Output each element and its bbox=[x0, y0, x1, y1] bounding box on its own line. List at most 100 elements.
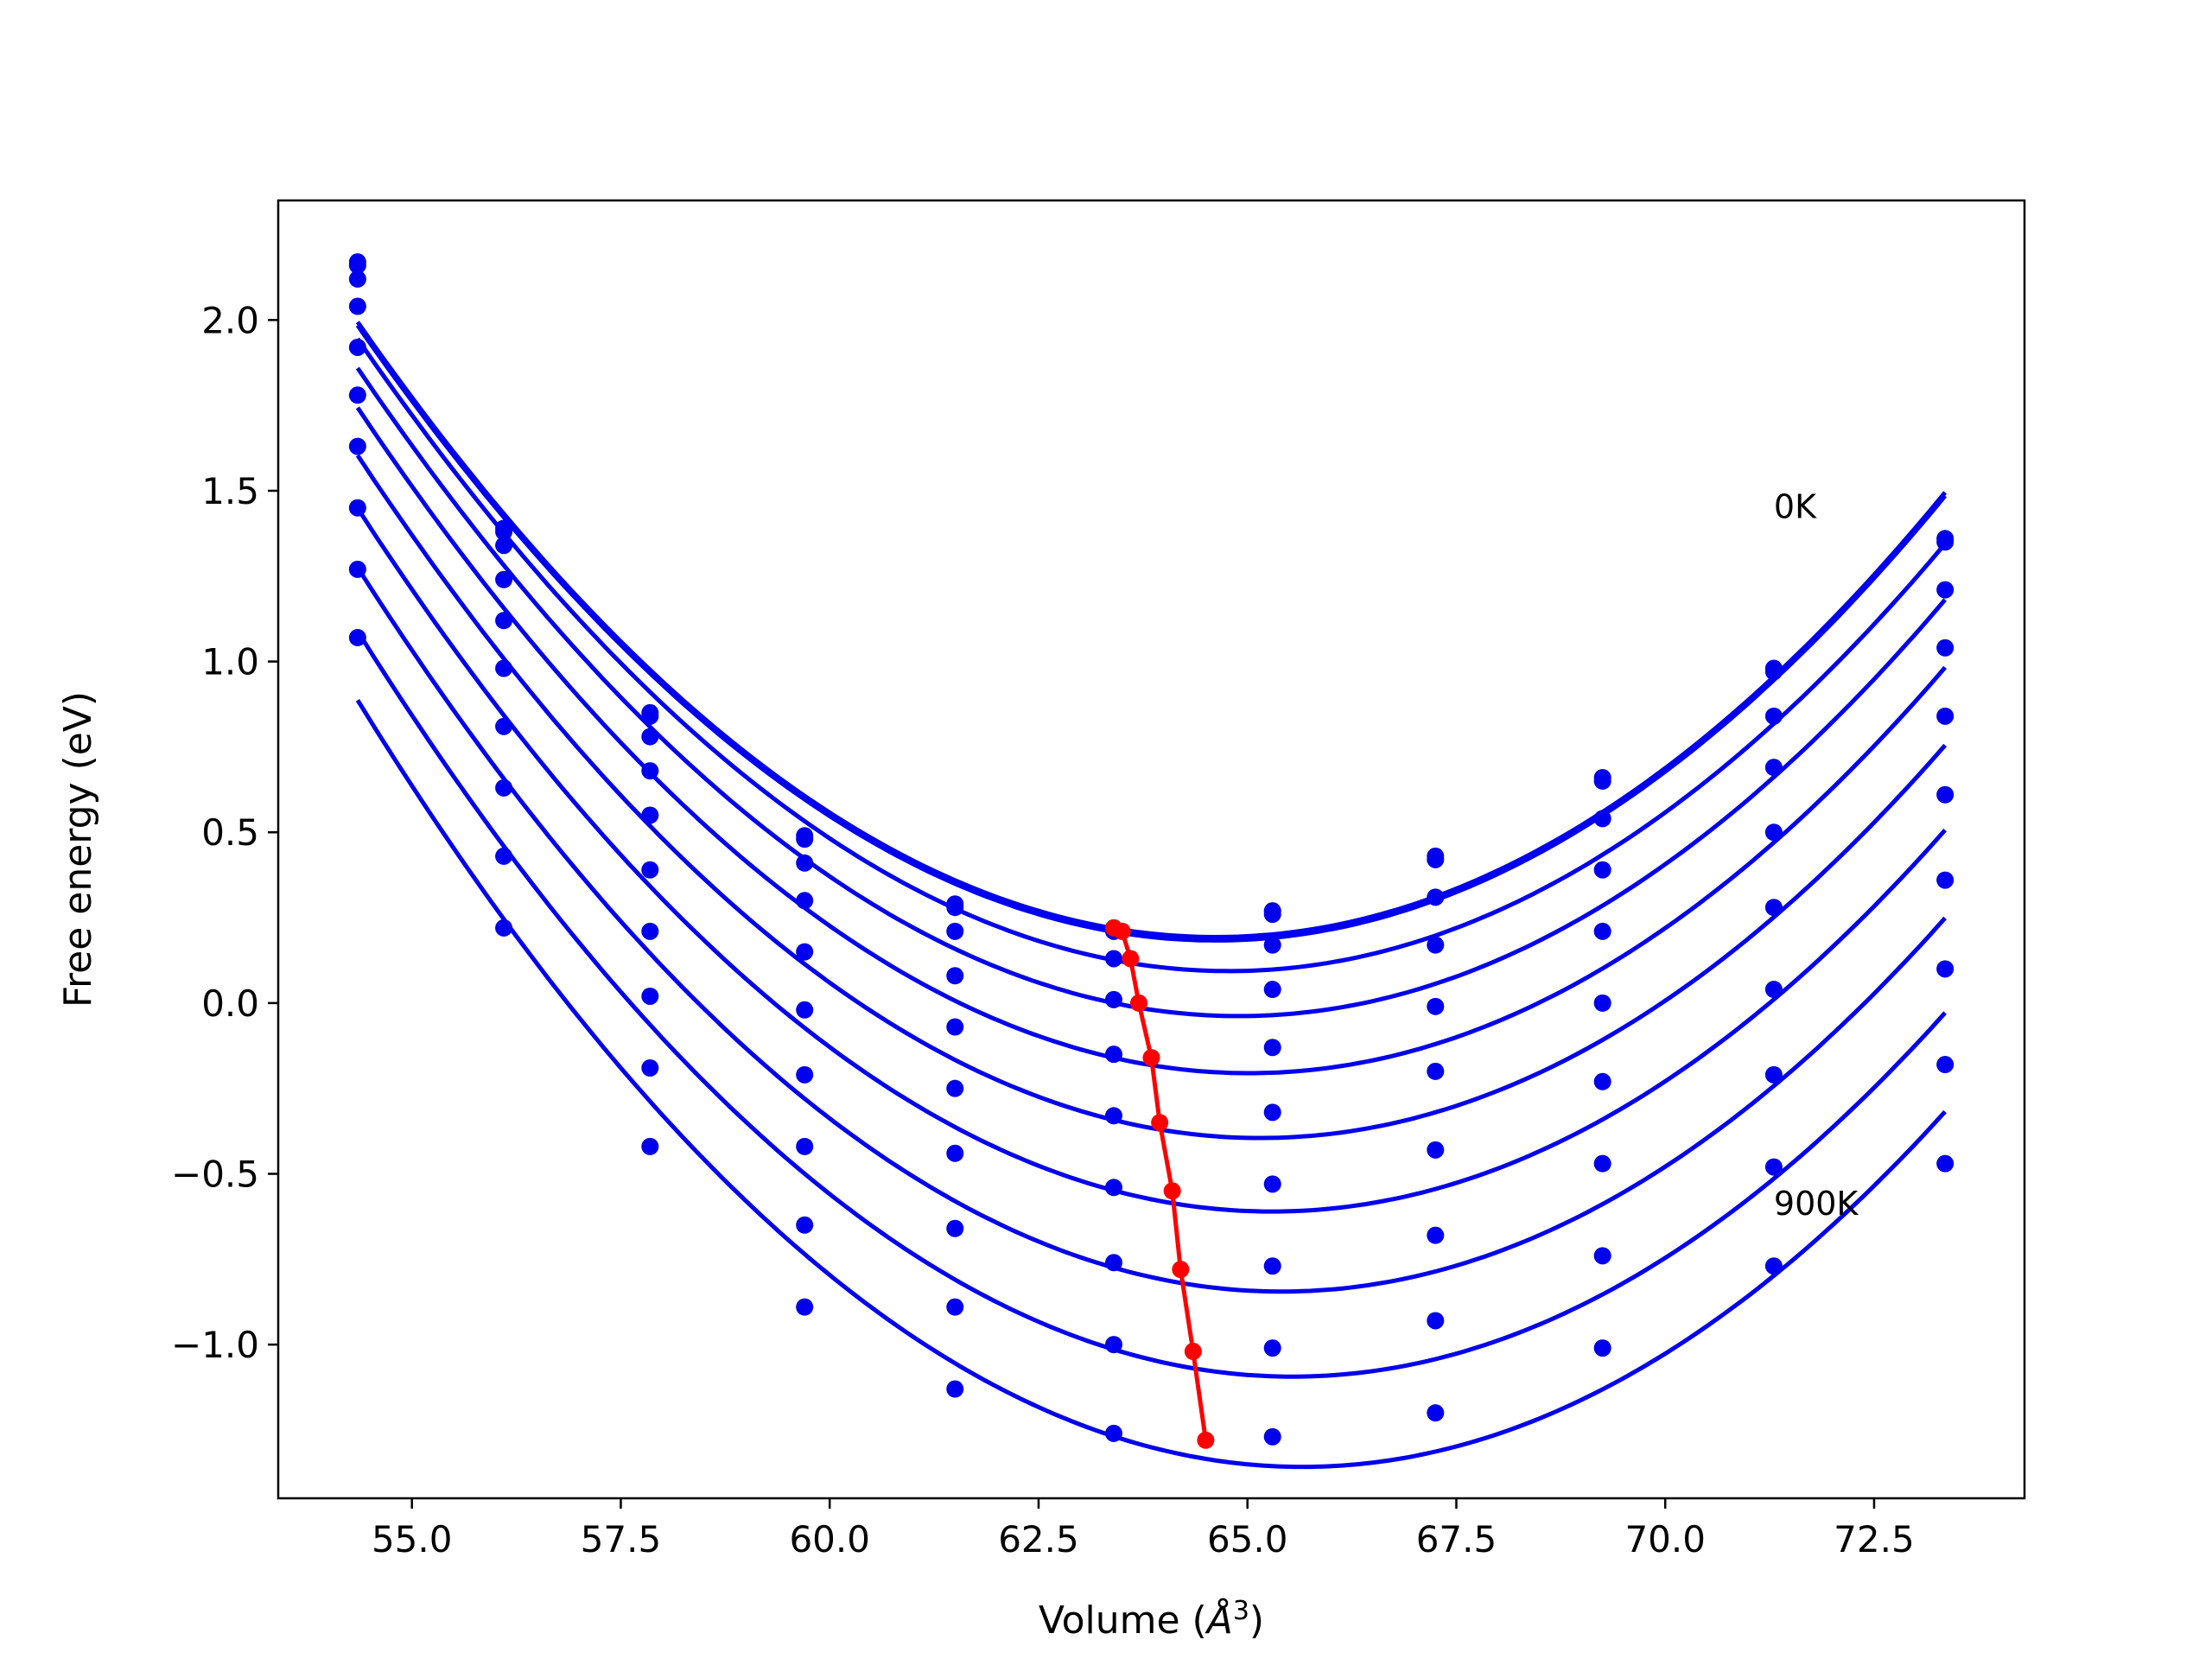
series-8-point bbox=[348, 560, 366, 578]
series-4-point bbox=[1593, 922, 1611, 940]
series-3-curve bbox=[355, 366, 1948, 1019]
annotation-label: 0K bbox=[1774, 488, 1817, 526]
series-4-point bbox=[796, 943, 814, 961]
minimum-line bbox=[1113, 925, 1208, 1441]
series-9-curve bbox=[355, 698, 1947, 1470]
series-2-point bbox=[1104, 950, 1122, 968]
y-axis-ticks: 2.0 1.5 1.0 0.5 0.0 −0.5 −1.0 bbox=[171, 299, 278, 1366]
series-2-point bbox=[946, 922, 964, 940]
series-6-point bbox=[1427, 1141, 1445, 1159]
series-4-point bbox=[1936, 707, 1955, 725]
series-3-point bbox=[946, 967, 964, 985]
x-tick-label: 65.0 bbox=[1207, 1518, 1288, 1560]
minimum-point bbox=[1142, 1049, 1160, 1067]
series-5-point bbox=[1936, 785, 1955, 804]
annotation-label: 900K bbox=[1774, 1185, 1859, 1223]
series-2-point bbox=[495, 537, 513, 555]
minimum-point bbox=[1197, 1431, 1215, 1449]
series-1-point bbox=[1427, 850, 1445, 868]
series-9-point bbox=[946, 1380, 964, 1398]
series-2-point bbox=[641, 728, 659, 746]
series-9-point bbox=[495, 918, 513, 937]
series-6-point bbox=[1936, 871, 1955, 889]
x-tick-label: 67.5 bbox=[1416, 1518, 1497, 1560]
points-layer bbox=[348, 253, 1955, 1446]
series-7-point bbox=[1764, 1065, 1783, 1084]
series-5-curve bbox=[355, 454, 1947, 1141]
minimum-point bbox=[1113, 922, 1131, 940]
series-9-point bbox=[1764, 1257, 1783, 1275]
series-5-point bbox=[946, 1079, 964, 1097]
series-3-point bbox=[1764, 759, 1783, 777]
series-3-point bbox=[796, 892, 814, 910]
series-6-curve bbox=[355, 506, 1947, 1214]
x-axis-label-close: ) bbox=[1249, 1599, 1264, 1643]
series-6-point bbox=[1263, 1175, 1281, 1193]
series-5-point bbox=[495, 659, 513, 677]
minimum-line-layer bbox=[1104, 918, 1215, 1449]
series-4-point bbox=[641, 806, 659, 824]
series-3-point bbox=[495, 570, 513, 588]
series-6-point bbox=[641, 922, 659, 940]
series-7-point bbox=[1263, 1257, 1281, 1275]
series-9-point bbox=[1263, 1427, 1281, 1446]
annotations-layer: 0K 900K bbox=[1774, 488, 1859, 1223]
series-4-point bbox=[1104, 1046, 1122, 1064]
series-9-point bbox=[1104, 1424, 1122, 1442]
series-7-curve bbox=[355, 566, 1947, 1294]
series-5-point bbox=[1263, 1103, 1281, 1122]
y-tick-label: −1.0 bbox=[171, 1324, 259, 1366]
series-1-curve bbox=[355, 324, 1948, 943]
series-6-point bbox=[495, 717, 513, 735]
series-2-point bbox=[1764, 707, 1783, 725]
series-6-point bbox=[796, 1065, 814, 1084]
series-7-point bbox=[495, 779, 513, 797]
minimum-point bbox=[1129, 994, 1147, 1012]
minimum-point bbox=[1151, 1114, 1169, 1132]
minimum-point bbox=[1163, 1182, 1181, 1200]
series-4-point bbox=[1764, 823, 1783, 842]
x-tick-label: 55.0 bbox=[372, 1518, 453, 1560]
y-tick-label: −0.5 bbox=[171, 1154, 259, 1196]
series-1-point bbox=[1764, 663, 1783, 681]
series-4-point bbox=[348, 338, 366, 356]
plot-frame bbox=[276, 199, 2026, 1500]
series-8-point bbox=[1764, 1158, 1783, 1176]
minimum-point bbox=[1172, 1261, 1190, 1279]
y-tick-label: 0.0 bbox=[201, 982, 259, 1025]
series-8-point bbox=[946, 1298, 964, 1316]
series-9-point bbox=[1936, 1154, 1955, 1173]
series-5-point bbox=[1593, 994, 1611, 1012]
series-5-point bbox=[641, 861, 659, 879]
series-8-point bbox=[495, 847, 513, 865]
series-2-curve bbox=[355, 337, 1948, 974]
series-7-point bbox=[796, 1137, 814, 1155]
y-axis-label: Free energy (eV) bbox=[56, 691, 100, 1007]
series-1-point bbox=[348, 257, 366, 275]
x-axis-unit-symbol: Å bbox=[1205, 1597, 1233, 1643]
series-3-point bbox=[1427, 936, 1445, 954]
series-8-point bbox=[1104, 1336, 1122, 1354]
series-3-point bbox=[1263, 981, 1281, 999]
series-8-point bbox=[1936, 1056, 1955, 1074]
minimum-point bbox=[1122, 950, 1140, 968]
series-8-point bbox=[641, 1058, 659, 1077]
series-2-point bbox=[796, 854, 814, 872]
x-axis-unit-power: 3 bbox=[1233, 1596, 1249, 1626]
x-tick-label: 57.5 bbox=[581, 1518, 662, 1560]
series-9-point bbox=[348, 628, 366, 646]
series-5-point bbox=[796, 1001, 814, 1019]
x-tick-label: 72.5 bbox=[1834, 1518, 1915, 1560]
series-9-point bbox=[796, 1298, 814, 1316]
series-1-point bbox=[796, 830, 814, 849]
series-1-point bbox=[1593, 772, 1611, 790]
series-3-point bbox=[1104, 990, 1122, 1008]
series-1-point bbox=[641, 707, 659, 725]
series-3-point bbox=[348, 297, 366, 315]
series-7-point bbox=[946, 1219, 964, 1237]
series-4-point bbox=[1427, 997, 1445, 1015]
series-0-curve bbox=[355, 321, 1948, 940]
series-3-point bbox=[1593, 861, 1611, 879]
series-6-point bbox=[1104, 1179, 1122, 1197]
